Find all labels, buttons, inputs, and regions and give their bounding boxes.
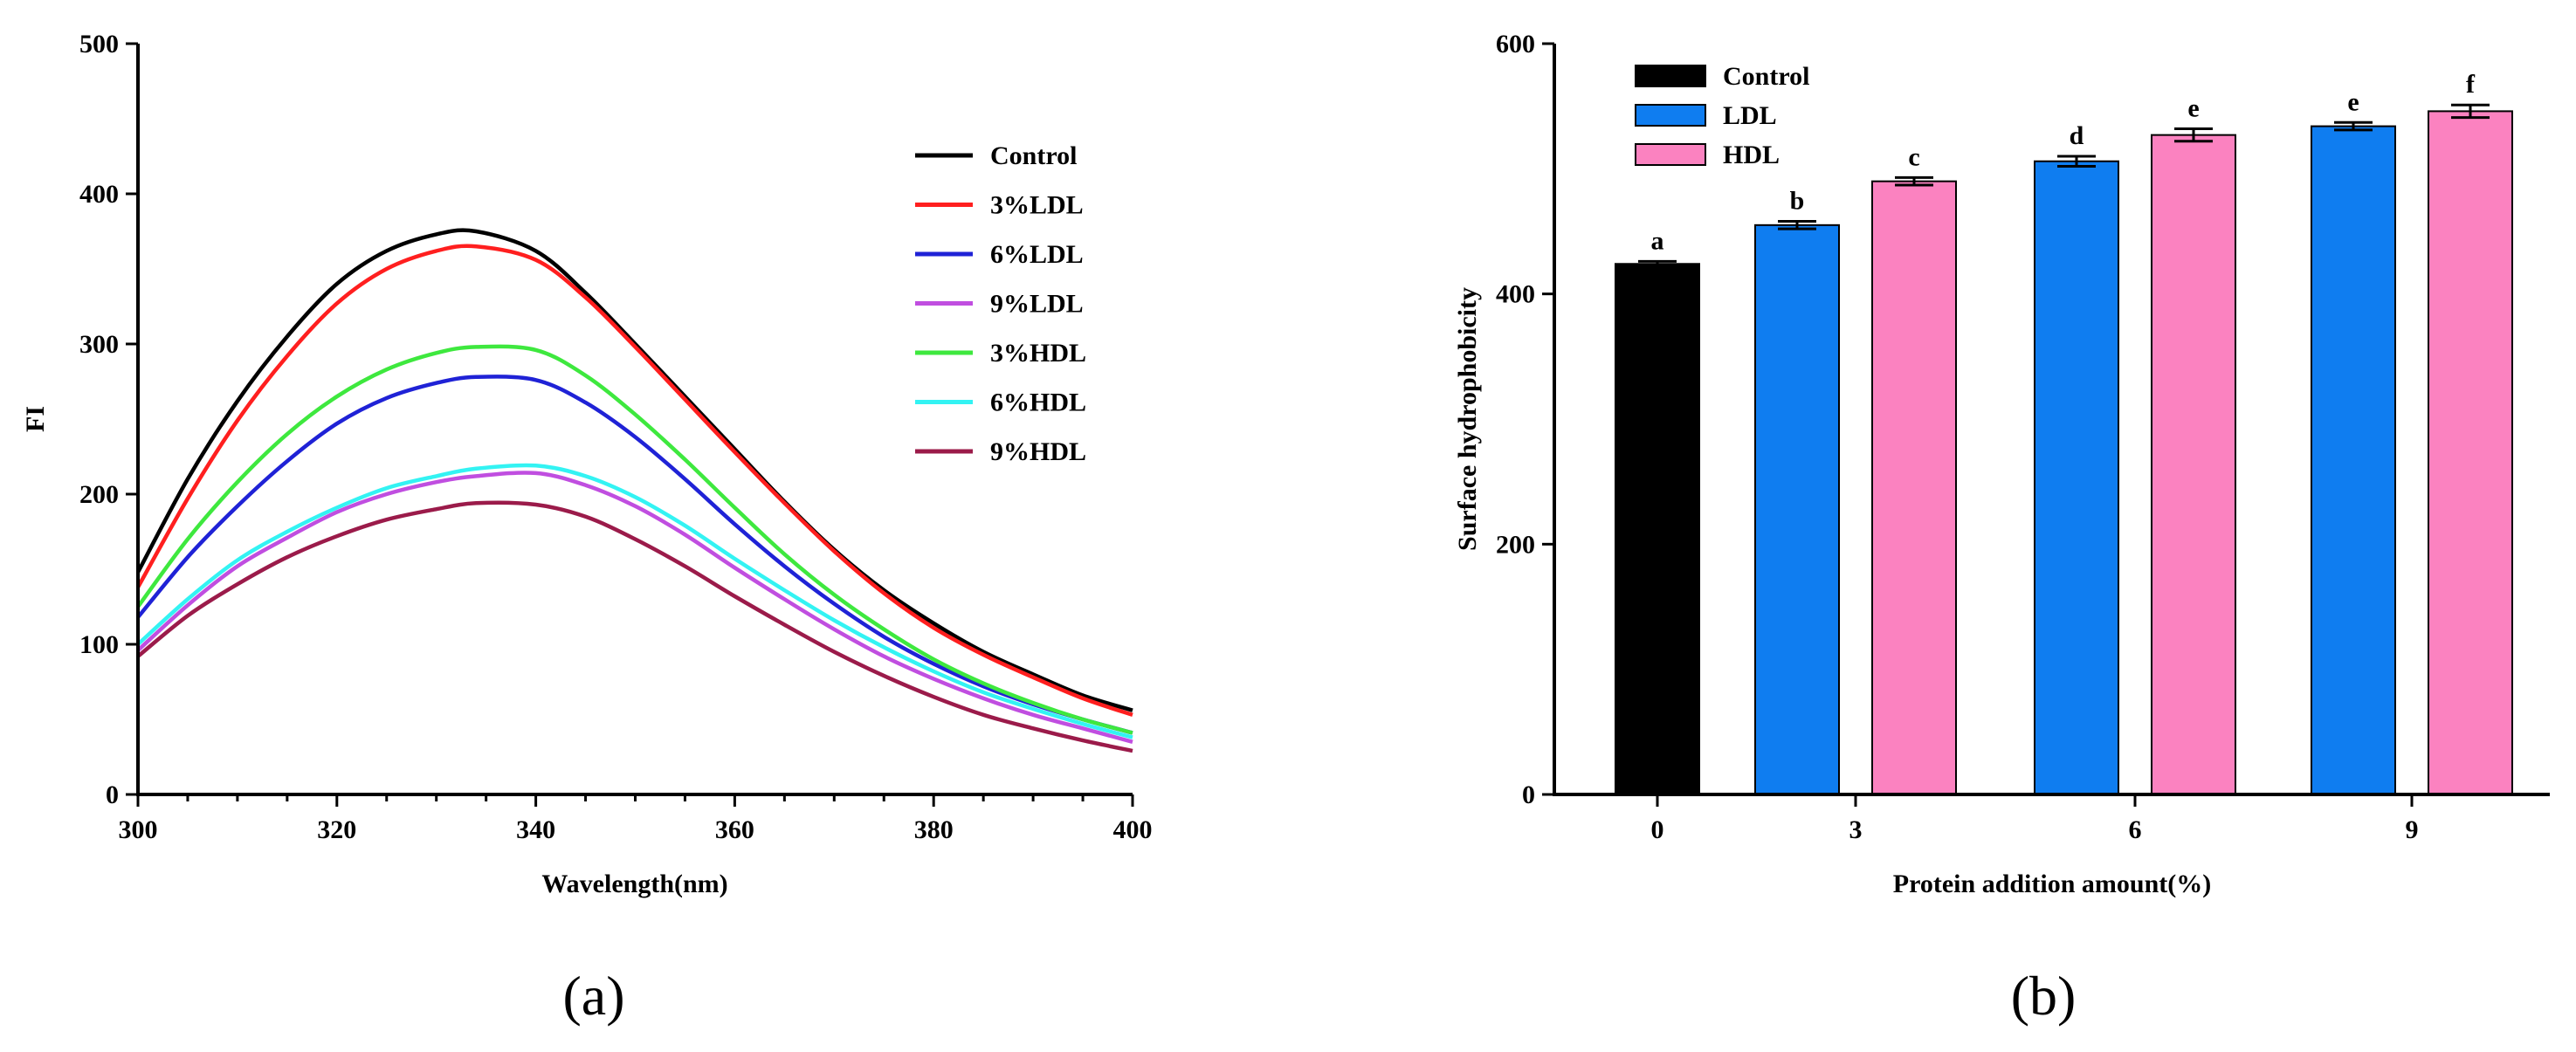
- legend-swatch: [1635, 143, 1706, 166]
- bar-hdl-9: [2428, 110, 2513, 795]
- bar-hdl-6: [2151, 134, 2236, 795]
- panel-b-legend: Control LDL HDL: [1635, 62, 1809, 169]
- panel-b-label: (b): [2011, 965, 2077, 1027]
- panel-a-label: (a): [562, 965, 624, 1027]
- panel-a-y-tick-label: 400: [79, 180, 119, 209]
- significance-letter: b: [1790, 187, 1805, 216]
- panel-a-y-tick-label: 100: [79, 630, 119, 659]
- panel-a-x-tick-label: 300: [119, 815, 158, 844]
- bar-ldl-3: [1754, 223, 1840, 796]
- legend-label: HDL: [1723, 141, 1780, 169]
- panel-b-x-tick-label: 3: [1849, 815, 1863, 844]
- panel-a-x-tick-label: 400: [1113, 815, 1153, 844]
- panel-b-y-tick-label: 600: [1496, 30, 1535, 58]
- legend-label: 9%HDL: [990, 437, 1086, 466]
- panel-a-line-chart: 0 100 200 300 400 500 300 320 340 360 380 400 Contr…: [21, 30, 1153, 1027]
- panel-b-y-tick-label: 0: [1522, 780, 1535, 809]
- series-line-6pct-hdl: [136, 463, 1133, 739]
- panel-b-x-tick-label: 6: [2129, 815, 2142, 844]
- panel-a-x-tick-label: 360: [715, 815, 754, 844]
- series-line-6pct-ldl: [136, 375, 1133, 735]
- panel-a-y-tick-label: 0: [106, 780, 119, 809]
- panel-a-y-tick-label: 300: [79, 330, 119, 359]
- significance-letter: e: [2347, 87, 2359, 116]
- series-line-9pct-hdl: [136, 500, 1133, 753]
- legend-swatch: [1635, 104, 1706, 127]
- legend-label: LDL: [1723, 101, 1777, 130]
- bar-ldl-9: [2311, 125, 2396, 796]
- legend-swatch: [1635, 65, 1706, 87]
- panel-b-bar-chart: a b d e c e f 0 200 400 600 0 3 6 9 Control LDL HDL Pro…: [1453, 30, 2550, 1027]
- significance-letter: a: [1651, 226, 1664, 255]
- panel-b-y-axis-title: Surface hydrophobicity: [1453, 287, 1482, 551]
- panel-b-x-axis-title: Protein addition amount(%): [1893, 870, 2211, 898]
- legend-label: Control: [1723, 62, 1809, 91]
- panel-a-x-tick-label: 320: [317, 815, 356, 844]
- panel-a-legend: Control 3%LDL 6%LDL 9%LDL 3%HDL 6%HDL 9%HDL: [915, 141, 1086, 466]
- panel-a-y-axis-title: FI: [21, 406, 50, 432]
- panel-a-y-tick-label: 200: [79, 480, 119, 509]
- series-line-3pct-ldl: [136, 244, 1133, 717]
- legend-label: 9%LDL: [990, 290, 1084, 319]
- significance-letter: d: [2070, 121, 2084, 150]
- panel-a-x-tick-label: 340: [516, 815, 555, 844]
- bar-ldl-6: [2034, 160, 2119, 795]
- bar-control-0: [1615, 263, 1700, 795]
- series-line-9pct-ldl: [136, 471, 1133, 744]
- significance-letter: f: [2466, 70, 2476, 99]
- legend-label: Control: [990, 141, 1077, 170]
- series-line-control: [136, 228, 1133, 712]
- bar-hdl-3: [1871, 180, 1957, 795]
- significance-letter: c: [1908, 142, 1919, 171]
- legend-label: 6%HDL: [990, 388, 1086, 417]
- legend-label: 3%HDL: [990, 339, 1086, 368]
- panel-b-y-tick-label: 400: [1496, 280, 1535, 309]
- panel-a-y-tick-label: 500: [79, 30, 119, 58]
- panel-b-x-tick-label: 0: [1651, 815, 1664, 844]
- panel-a-x-tick-label: 380: [914, 815, 954, 844]
- significance-letter: e: [2187, 93, 2199, 122]
- panel-a-x-axis-title: Wavelength(nm): [541, 870, 727, 898]
- legend-label: 3%LDL: [990, 191, 1084, 220]
- legend-label: 6%LDL: [990, 240, 1084, 269]
- series-line-3pct-hdl: [136, 344, 1133, 735]
- panel-b-y-tick-label: 200: [1496, 530, 1535, 559]
- panel-b-x-tick-label: 9: [2406, 815, 2419, 844]
- panel-b-axes: [1553, 44, 2550, 796]
